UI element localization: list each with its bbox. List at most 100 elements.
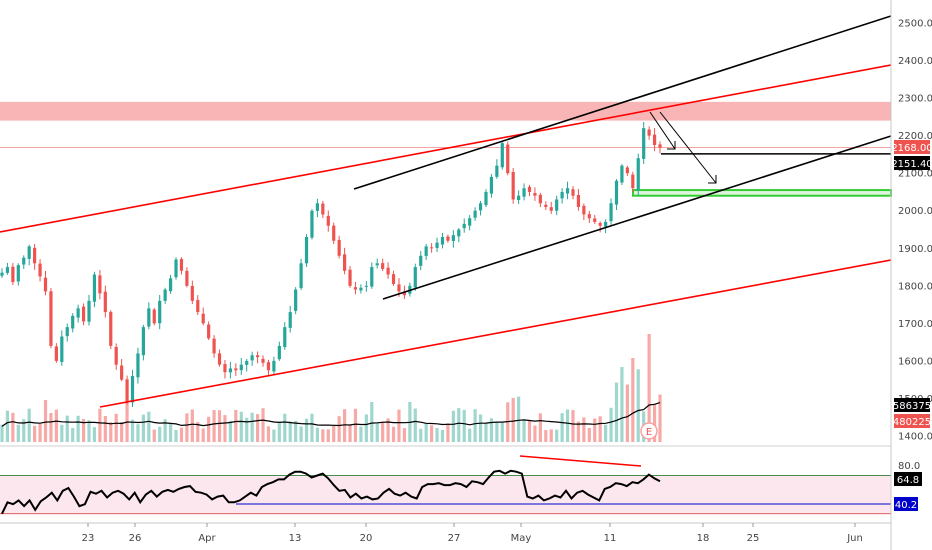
volume-bar: [538, 413, 542, 442]
volume-bar: [462, 409, 466, 442]
candle: [27, 244, 31, 266]
projection-arrow-2[interactable]: [659, 111, 717, 184]
candle: [375, 258, 379, 269]
candle: [71, 313, 75, 333]
candle: [489, 174, 494, 198]
candle: [120, 359, 124, 382]
candle: [43, 270, 48, 296]
rsi-reference-tag: 40.2: [894, 497, 918, 511]
candle: [419, 251, 423, 271]
candle: [54, 343, 58, 363]
volume-bar: [109, 422, 113, 442]
red-channel-lower[interactable]: [99, 259, 892, 408]
last-price-tag: 2168.00: [891, 140, 932, 154]
volume-bar: [299, 426, 303, 442]
volume-bar: [413, 408, 417, 442]
red-channel-upper[interactable]: [0, 64, 892, 233]
volume-bar: [386, 418, 390, 442]
rsi-value-tag: 64.8: [894, 472, 922, 486]
volume-bar: [353, 408, 358, 442]
volume-bar: [310, 413, 314, 442]
candle: [11, 263, 15, 286]
volume-bar: [250, 412, 254, 442]
candle: [81, 303, 86, 326]
volume-bar: [457, 408, 461, 442]
volume-bar: [98, 408, 102, 442]
volume-bar: [147, 411, 151, 442]
trend-drawings: [0, 15, 892, 408]
candle: [614, 179, 619, 211]
volume-bar: [87, 420, 91, 442]
candle: [239, 357, 243, 375]
candle: [364, 281, 368, 292]
time-tick-label: 13: [289, 533, 302, 544]
time-tick-label: 18: [697, 533, 710, 544]
candle: [620, 164, 624, 186]
volume-bar: [272, 429, 276, 442]
volume-bar: [288, 421, 292, 442]
candle: [500, 140, 504, 170]
candle: [386, 262, 390, 279]
rsi-divergence-line[interactable]: [519, 455, 642, 467]
candle: [76, 304, 80, 323]
earnings-marker[interactable]: E: [640, 422, 658, 440]
candle: [582, 203, 586, 221]
candle: [593, 214, 597, 224]
volume-bar: [168, 423, 173, 442]
projection-arrow-1[interactable]: [649, 111, 676, 150]
volume-bar: [158, 426, 162, 442]
candle: [109, 310, 113, 350]
volume-bar: [517, 396, 521, 442]
candle: [261, 355, 265, 367]
volume-bar: [207, 416, 211, 442]
volume-bar: [92, 427, 97, 442]
volume-bar: [38, 423, 42, 442]
candle: [658, 141, 662, 154]
volume-bar: [11, 412, 15, 442]
time-tick-label: 26: [129, 533, 142, 544]
price-tick-label: 2400.00: [898, 56, 932, 67]
volume-bar: [446, 423, 450, 442]
candle: [283, 322, 287, 350]
volume-bar: [49, 412, 53, 442]
volume-bar: [636, 369, 640, 442]
volume-bar: [430, 425, 434, 442]
candle: [631, 171, 635, 193]
support-zone[interactable]: [632, 189, 892, 197]
volume-bar: [511, 397, 515, 442]
volume-bar: [658, 394, 662, 442]
volume-bar: [478, 414, 483, 442]
candle: [168, 274, 173, 294]
candle: [549, 201, 553, 214]
candle: [348, 265, 352, 288]
volume-bar: [196, 422, 200, 442]
candle: [250, 351, 254, 366]
candle: [576, 188, 581, 211]
candle: [391, 270, 396, 286]
candle: [98, 269, 102, 300]
volume-bar: [419, 428, 423, 442]
resistance-zone[interactable]: [0, 101, 891, 121]
volume-bar: [359, 426, 363, 442]
volume-bar: [120, 422, 124, 442]
volume-bar: [33, 425, 37, 442]
candle: [342, 247, 347, 275]
black-channel-lower[interactable]: [382, 135, 892, 300]
candle: [430, 243, 434, 253]
volume-bar: [500, 422, 504, 442]
price-tick-label: 1800.00: [898, 281, 932, 292]
black-channel-upper[interactable]: [353, 15, 892, 190]
time-axis[interactable]: 23 26 Apr 13 20 27 May 11 18 25 Jun: [82, 523, 863, 544]
volume-bar: [614, 382, 619, 442]
candle: [511, 168, 515, 204]
volume-bar: [54, 409, 58, 442]
volume-bar: [391, 426, 396, 442]
volume-bar: [212, 410, 216, 442]
candle: [424, 244, 428, 260]
candle: [326, 210, 330, 232]
price-candles: [0, 121, 662, 407]
candle: [87, 294, 91, 326]
volume-bar: [495, 422, 499, 442]
volume-bar: [277, 421, 281, 442]
volume-bar: [647, 334, 651, 442]
